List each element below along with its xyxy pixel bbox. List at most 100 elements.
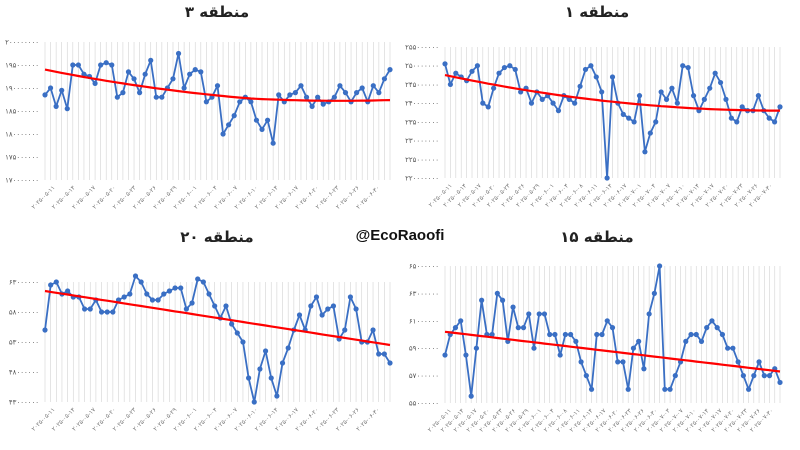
data-point — [198, 69, 204, 75]
data-point — [75, 62, 81, 68]
data-point — [231, 113, 237, 119]
data-point — [220, 131, 226, 137]
data-point — [766, 115, 772, 121]
data-point — [683, 338, 689, 344]
data-point — [604, 318, 610, 324]
data-point — [693, 331, 699, 338]
y-tick-label: ۲۵۵۰۰۰۰۰۰ — [405, 44, 439, 52]
y-tick-label: ۱۹۵۰۰۰۰۰۰ — [5, 62, 39, 70]
data-point — [599, 89, 605, 95]
data-point — [588, 63, 594, 69]
data-point — [279, 360, 286, 366]
y-tick-label: ۶۳۰۰۰۰۰۰ — [409, 290, 439, 298]
data-point — [680, 63, 686, 69]
data-point — [552, 331, 558, 338]
data-point — [48, 282, 54, 288]
data-point — [531, 345, 537, 351]
data-point — [651, 290, 657, 296]
data-point — [206, 291, 212, 297]
data-point — [353, 306, 359, 312]
data-point — [674, 100, 680, 106]
data-point — [653, 119, 659, 125]
data-point — [609, 325, 616, 331]
data-point — [761, 373, 767, 379]
data-point — [620, 111, 626, 117]
trend-line — [444, 330, 781, 373]
data-point — [728, 115, 734, 121]
data-point — [636, 338, 642, 344]
data-point — [223, 303, 229, 309]
data-point — [92, 80, 98, 86]
data-point — [631, 119, 637, 125]
y-tick-label: ۶۱۰۰۰۰۰۰ — [409, 317, 439, 325]
data-point — [264, 117, 271, 123]
data-point — [447, 81, 454, 88]
data-point — [109, 62, 115, 68]
data-point — [234, 330, 240, 336]
data-point — [468, 393, 474, 399]
data-point — [226, 122, 232, 128]
y-tick-label: ۲۳۰۰۰۰۰۰۰ — [405, 137, 439, 145]
data-point — [453, 70, 459, 76]
data-point — [376, 351, 382, 357]
data-point — [777, 104, 783, 110]
y-tick-label: ۲۴۰۰۰۰۰۰۰ — [405, 100, 439, 108]
data-point — [672, 373, 678, 379]
data-point — [183, 306, 189, 312]
data-point — [701, 96, 707, 102]
data-point — [142, 71, 148, 77]
data-point — [296, 312, 303, 318]
data-point — [485, 104, 491, 110]
data-point — [64, 106, 70, 112]
data-point — [698, 338, 705, 344]
y-tick-label: ۱۷۵۰۰۰۰۰۰ — [5, 154, 39, 162]
data-point — [248, 99, 254, 105]
data-point — [376, 90, 382, 96]
data-point — [526, 311, 532, 317]
data-point — [354, 90, 360, 96]
data-point — [515, 325, 521, 331]
data-point — [442, 352, 448, 358]
data-point — [47, 85, 54, 91]
data-point — [573, 338, 579, 344]
data-point — [270, 140, 276, 146]
data-point — [734, 119, 740, 125]
data-point — [566, 96, 572, 102]
data-point — [480, 100, 486, 106]
data-point — [181, 85, 187, 91]
data-point — [87, 306, 93, 312]
y-tick-label: ۱۸۰۰۰۰۰۰۰ — [5, 131, 39, 139]
data-point — [489, 331, 495, 338]
data-point — [262, 348, 269, 354]
chart-title: منطقه ۱ — [565, 3, 629, 21]
data-point — [641, 366, 647, 372]
data-point — [547, 331, 553, 338]
data-point — [70, 62, 76, 68]
data-point — [325, 306, 331, 312]
chart-panel-district-20: ۶۳۰۰۰۰۰۰ ۵۸۰۰۰۰۰۰ ۵۳۰۰۰۰۰۰ ۴۸۰۰۰۰۰۰ ۴۳۰۰۰۰۰۰… — [9, 228, 393, 433]
data-point — [669, 85, 675, 91]
data-point — [253, 117, 260, 123]
y-tick-label: ۱۹۰۰۰۰۰۰۰ — [5, 85, 39, 93]
data-point — [370, 327, 376, 333]
data-point — [735, 359, 741, 365]
data-point — [745, 386, 752, 392]
data-point — [479, 297, 485, 303]
data-point — [359, 85, 365, 91]
data-point — [541, 311, 548, 317]
data-point — [719, 331, 726, 338]
data-point — [599, 331, 605, 338]
y-tick-label: ۵۳۰۰۰۰۰۰ — [9, 339, 39, 347]
data-point — [212, 303, 218, 309]
data-point — [717, 79, 724, 86]
data-point — [594, 331, 600, 338]
data-point — [192, 67, 198, 73]
data-point — [59, 87, 65, 93]
data-point — [170, 76, 176, 82]
data-point — [387, 67, 393, 73]
watermark: @EcoRaoofi — [356, 227, 445, 244]
data-point — [469, 68, 475, 74]
y-tick-label: ۵۹۰۰۰۰۰۰ — [409, 345, 439, 353]
data-point — [65, 288, 71, 294]
